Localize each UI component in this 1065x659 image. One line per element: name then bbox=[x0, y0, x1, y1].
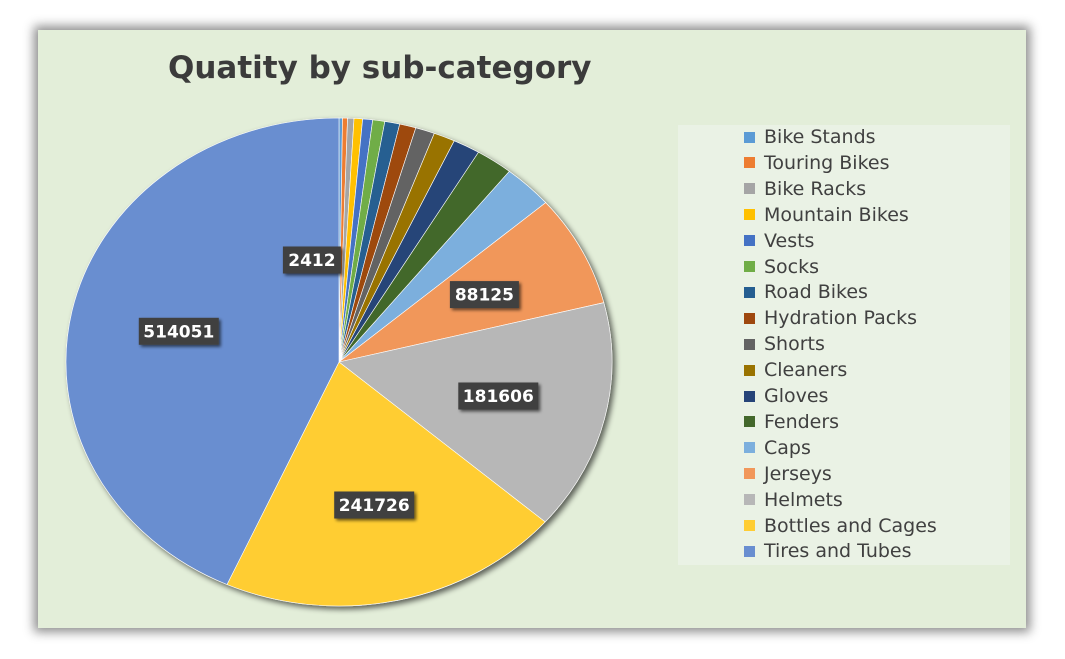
legend-item-socks: Socks bbox=[744, 255, 819, 279]
pie-slice-bottles-and-cages bbox=[226, 361, 546, 607]
data-label-bike-stands: 2412 bbox=[282, 246, 341, 274]
data-label-text: 88125 bbox=[455, 286, 514, 306]
legend-swatch bbox=[744, 157, 755, 169]
legend-label: Cleaners bbox=[764, 359, 848, 382]
data-label-text: 514051 bbox=[143, 322, 214, 342]
legend-swatch bbox=[744, 416, 755, 428]
legend-swatch bbox=[744, 312, 755, 324]
legend-label: Socks bbox=[764, 255, 820, 278]
legend-item-gloves: Gloves bbox=[744, 384, 828, 408]
data-label-text: 181606 bbox=[463, 387, 534, 407]
data-label-text: 241726 bbox=[339, 496, 410, 516]
legend-item-cleaners: Cleaners bbox=[744, 358, 847, 382]
data-label-jerseys: 88125 bbox=[449, 281, 519, 309]
legend-label: Shorts bbox=[764, 333, 825, 356]
legend-label: Mountain Bikes bbox=[764, 203, 909, 226]
legend-item-touring-bikes: Touring Bikes bbox=[744, 151, 890, 175]
legend-item-caps: Caps bbox=[744, 436, 811, 460]
legend-swatch bbox=[744, 286, 755, 298]
legend-label: Bottles and Cages bbox=[764, 514, 937, 537]
legend-item-road-bikes: Road Bikes bbox=[744, 280, 868, 304]
legend-item-bike-stands: Bike Stands bbox=[744, 125, 876, 149]
legend-item-fenders: Fenders bbox=[744, 410, 839, 434]
legend-swatch bbox=[744, 468, 755, 480]
legend-label: Jerseys bbox=[764, 462, 832, 485]
legend-item-tires-and-tubes: Tires and Tubes bbox=[744, 539, 912, 563]
legend-item-vests: Vests bbox=[744, 229, 814, 253]
data-label-bottles-and-cages: 241726 bbox=[334, 491, 415, 519]
legend-label: Tires and Tubes bbox=[764, 540, 912, 563]
pie-slice-tires-and-tubes bbox=[65, 117, 340, 585]
legend-label: Caps bbox=[764, 436, 811, 459]
pie-chart: 2412 88125 181606 241726 514051 bbox=[65, 117, 613, 607]
legend-item-shorts: Shorts bbox=[744, 332, 825, 356]
legend-swatch bbox=[744, 235, 755, 247]
legend-label: Gloves bbox=[764, 385, 829, 407]
legend-swatch bbox=[744, 442, 755, 454]
legend-swatch bbox=[744, 494, 755, 506]
legend-label: Road Bikes bbox=[764, 281, 868, 304]
legend-swatch bbox=[744, 364, 755, 376]
legend-swatch bbox=[744, 183, 755, 195]
legend-item-jerseys: Jerseys bbox=[744, 462, 832, 486]
legend-swatch bbox=[744, 209, 755, 221]
legend-label: Helmets bbox=[764, 488, 843, 511]
legend-swatch bbox=[744, 390, 755, 402]
legend-label: Hydration Packs bbox=[764, 307, 918, 330]
legend-swatch bbox=[744, 520, 755, 531]
legend: Bike Stands Touring Bikes Bike Racks Mounta… bbox=[678, 125, 1010, 565]
legend-label: Touring Bikes bbox=[764, 151, 890, 174]
legend-label: Bike Racks bbox=[764, 177, 867, 200]
legend-label: Bike Stands bbox=[764, 126, 876, 148]
legend-item-helmets: Helmets bbox=[744, 488, 843, 512]
legend-item-mountain-bikes: Mountain Bikes bbox=[744, 203, 909, 227]
data-label-helmets: 181606 bbox=[458, 382, 539, 410]
chart-title: Quatity by sub-category bbox=[168, 50, 592, 86]
legend-swatch bbox=[744, 338, 755, 350]
chart-frame: Quatity by sub-category 2412 88125 181606 2… bbox=[38, 30, 1026, 628]
legend-swatch bbox=[744, 545, 755, 557]
legend-item-bike-racks: Bike Racks bbox=[744, 177, 866, 201]
data-label-tires-and-tubes: 514051 bbox=[138, 317, 219, 345]
legend-swatch bbox=[744, 261, 755, 272]
legend-swatch bbox=[744, 131, 755, 143]
legend-item-bottles-and-cages: Bottles and Cages bbox=[744, 514, 937, 538]
legend-label: Fenders bbox=[764, 410, 840, 433]
legend-label: Vests bbox=[764, 229, 815, 252]
pie-slices bbox=[65, 117, 613, 607]
pie-slice-helmets bbox=[338, 302, 613, 523]
data-label-text: 2412 bbox=[288, 251, 335, 271]
legend-item-hydration-packs: Hydration Packs bbox=[744, 306, 917, 330]
